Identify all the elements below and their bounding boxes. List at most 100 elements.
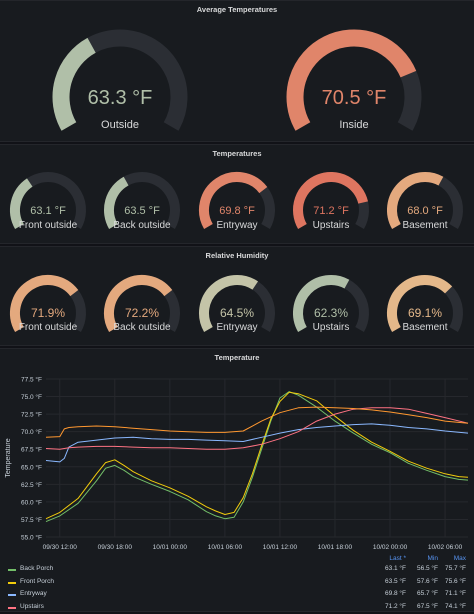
gauge: 62.3% Upstairs bbox=[293, 275, 369, 333]
temperatures-panel: Temperatures 63.1 °F Front outside 63.5 °F… bbox=[0, 144, 474, 244]
series-line-front-porch[interactable] bbox=[45, 391, 469, 520]
gauge-value: 71.2 °F bbox=[313, 205, 349, 217]
legend-series-name[interactable]: Front Porch bbox=[20, 577, 54, 585]
legend-last-value: 63.1 °F bbox=[384, 565, 406, 572]
gauge-value: 63.5 °F bbox=[124, 205, 160, 217]
legend-max-value: 75.7 °F bbox=[444, 565, 466, 572]
panel-title: Temperature bbox=[214, 353, 260, 362]
temperature-chart-panel: Temperature 77.5 °F 75.0 °F 72.5 °F 70.0 °F… bbox=[0, 348, 474, 612]
gauge-label: Back outside bbox=[113, 220, 171, 231]
legend-swatch bbox=[8, 594, 16, 596]
gauge-fill bbox=[10, 275, 79, 332]
gauge-label: Entryway bbox=[216, 322, 257, 333]
gauge-value: 62.3% bbox=[314, 306, 348, 320]
legend-last-value: 63.5 °F bbox=[384, 577, 406, 585]
gauge-fill bbox=[199, 172, 268, 229]
y-tick-label: 77.5 °F bbox=[21, 376, 42, 384]
gauge-fill bbox=[293, 275, 350, 332]
gauge: 63.5 °F Back outside bbox=[104, 172, 180, 231]
legend-swatch bbox=[8, 569, 16, 571]
gauge: 71.9% Front outside bbox=[10, 275, 86, 333]
gauge: 64.5% Entryway bbox=[199, 275, 275, 333]
gauge-fill bbox=[199, 275, 259, 332]
legend-last-value: 69.8 °F bbox=[384, 590, 406, 597]
gauge-value: 63.1 °F bbox=[30, 205, 66, 217]
gauge-value: 70.5 °F bbox=[322, 87, 387, 109]
legend-series-name[interactable]: Back Porch bbox=[20, 565, 54, 572]
gauge-label: Entryway bbox=[216, 220, 257, 231]
gauge-fill bbox=[104, 176, 129, 229]
legend-series-name[interactable]: Upstairs bbox=[20, 602, 44, 610]
legend-item[interactable]: Upstairs 71.2 °F 67.5 °F 74.1 °F bbox=[0, 602, 474, 614]
legend-item[interactable]: Entryway 69.8 °F 65.7 °F 71.1 °F bbox=[0, 589, 474, 601]
legend-header-min[interactable]: Min bbox=[427, 555, 438, 562]
series-line-back-porch[interactable] bbox=[45, 391, 469, 523]
humidity-gauges: 71.9% Front outside 72.2% Back outside 64.5%… bbox=[10, 275, 463, 333]
gauge: 70.5 °F Inside bbox=[286, 29, 422, 131]
legend-series-name[interactable]: Entryway bbox=[20, 590, 47, 597]
legend-min-value: 57.6 °F bbox=[416, 577, 438, 585]
gauge-label: Back outside bbox=[113, 322, 171, 333]
gauge-value: 69.8 °F bbox=[219, 205, 255, 217]
y-tick-label: 67.5 °F bbox=[21, 446, 42, 454]
gauge-fill bbox=[52, 37, 96, 131]
legend-max-value: 71.1 °F bbox=[444, 590, 466, 597]
legend-header-max[interactable]: Max bbox=[453, 555, 466, 562]
x-tick-label: 09/30 12:00 bbox=[43, 544, 78, 551]
legend-min-value: 65.7 °F bbox=[416, 590, 438, 597]
relative-humidity-panel: Relative Humidity 71.9% Front outside 72.2… bbox=[0, 246, 474, 346]
gauge: 72.2% Back outside bbox=[104, 275, 180, 333]
gauge-value: 69.1% bbox=[408, 306, 442, 320]
gauge-fill bbox=[293, 172, 368, 229]
gauge-value: 63.3 °F bbox=[88, 87, 153, 109]
gauge-fill bbox=[387, 172, 444, 229]
legend-header-last[interactable]: Last * bbox=[389, 555, 406, 562]
average-temperatures-panel: Average Temperatures 63.3 °F Outside 70.5 … bbox=[0, 0, 474, 142]
gauge-value: 64.5% bbox=[220, 306, 254, 320]
y-tick-label: 62.5 °F bbox=[21, 481, 42, 489]
gauge-value: 71.9% bbox=[31, 306, 65, 320]
legend-item[interactable]: Front Porch 63.5 °F 57.6 °F 75.6 °F bbox=[0, 577, 474, 589]
gauge-value: 68.0 °F bbox=[407, 205, 443, 217]
y-tick-label: 70.0 °F bbox=[21, 428, 42, 436]
gauge-label: Upstairs bbox=[313, 322, 350, 333]
chart-legend: Last * Min Max Back Porch 63.1 °F 56.5 °F 7… bbox=[0, 554, 474, 614]
legend-item[interactable]: Back Porch 63.1 °F 56.5 °F 75.7 °F bbox=[0, 564, 474, 576]
gauge-label: Basement bbox=[402, 220, 447, 231]
gauge-label: Front outside bbox=[19, 322, 78, 333]
y-tick-label: 57.5 °F bbox=[21, 516, 42, 524]
gauge-label: Basement bbox=[402, 322, 447, 333]
legend-min-value: 67.5 °F bbox=[416, 602, 438, 610]
gauge-label: Outside bbox=[101, 119, 139, 131]
series-line-entryway[interactable] bbox=[45, 423, 469, 463]
legend-max-value: 74.1 °F bbox=[444, 602, 466, 610]
gauge-fill bbox=[387, 275, 453, 332]
gauge-label: Front outside bbox=[19, 220, 78, 231]
x-tick-label: 09/30 18:00 bbox=[98, 544, 133, 551]
gauge-fill bbox=[10, 178, 33, 229]
y-tick-label: 72.5 °F bbox=[21, 411, 42, 419]
panel-title: Relative Humidity bbox=[205, 251, 269, 260]
x-tick-label: 10/01 18:00 bbox=[318, 544, 353, 551]
legend-last-value: 71.2 °F bbox=[384, 602, 406, 610]
series-line-upstairs[interactable] bbox=[45, 407, 469, 450]
temperature-line-chart[interactable]: 77.5 °F 75.0 °F 72.5 °F 70.0 °F 67.5 °F 65.0 … bbox=[0, 349, 474, 569]
panel-title: Average Temperatures bbox=[196, 5, 278, 14]
y-axis-label: Temperature bbox=[5, 438, 12, 477]
gauge-label: Upstairs bbox=[313, 220, 350, 231]
gauge-fill bbox=[104, 275, 173, 332]
series-line-basement[interactable] bbox=[45, 406, 469, 438]
gauge-fill bbox=[286, 29, 417, 131]
gauge: 69.8 °F Entryway bbox=[199, 172, 275, 231]
legend-swatch bbox=[8, 581, 16, 584]
gauge: 69.1% Basement bbox=[387, 275, 463, 333]
y-tick-label: 65.0 °F bbox=[21, 463, 42, 471]
x-tick-label: 10/02 06:00 bbox=[428, 544, 463, 551]
legend-max-value: 75.6 °F bbox=[444, 577, 466, 585]
gauge: 63.3 °F Outside bbox=[52, 29, 188, 131]
y-tick-label: 55.0 °F bbox=[21, 534, 42, 542]
gauge: 68.0 °F Basement bbox=[387, 172, 463, 231]
gauge-value: 72.2% bbox=[125, 306, 159, 320]
x-tick-label: 10/01 12:00 bbox=[263, 544, 298, 551]
